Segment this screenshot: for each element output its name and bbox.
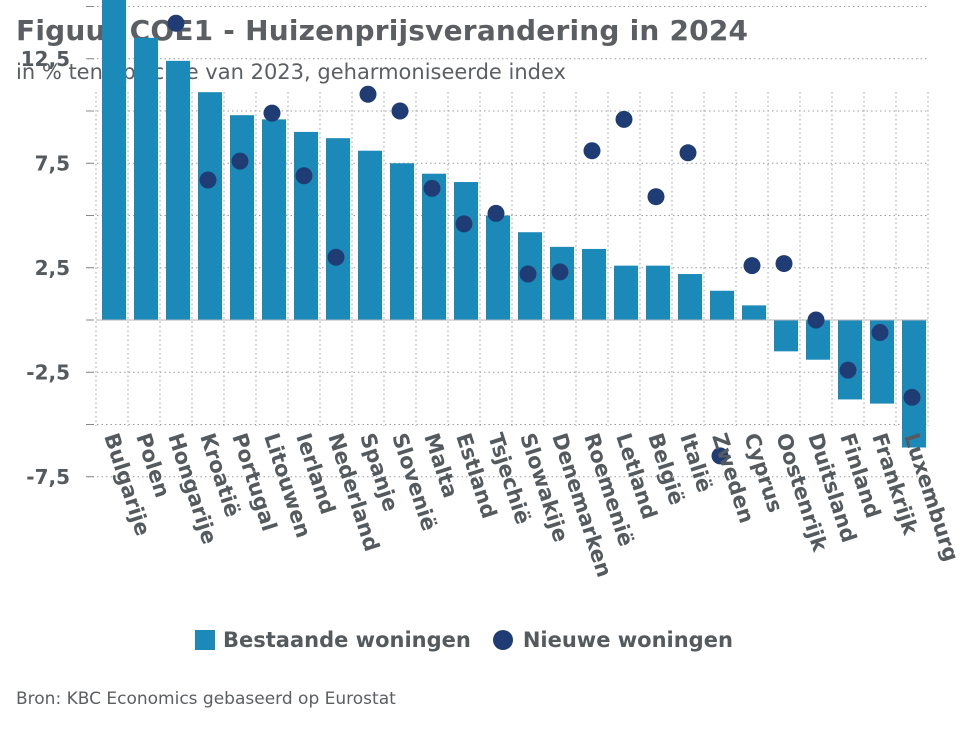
dot-duitsland (807, 311, 825, 329)
dot-italië (679, 144, 697, 162)
y-tick-label: 2,5 (35, 256, 70, 280)
dot-frankrijk (871, 324, 889, 342)
dot-hongarije (167, 14, 185, 32)
dot-cyprus (743, 257, 761, 275)
dot-finland (839, 361, 857, 379)
bar-tsjechië (486, 215, 510, 320)
chart-canvas: 17,512,57,52,5-2,5-7,5BulgarijePolenHong… (21, 0, 960, 580)
bar-cyprus (742, 305, 766, 320)
bar-polen (134, 37, 158, 320)
dot-denemarken (551, 263, 569, 281)
y-tick-label: 7,5 (35, 151, 70, 175)
legend-label-existing: Bestaande woningen (223, 628, 471, 652)
bar-belgië (646, 265, 670, 320)
bar-roemenië (582, 248, 606, 320)
dot-ierland (295, 167, 313, 185)
bar-nederland (326, 138, 350, 320)
dot-tsjechië (487, 204, 505, 222)
dot-portugal (231, 152, 249, 170)
y-tick-label: -7,5 (26, 465, 70, 489)
y-tick-label: 12,5 (21, 47, 70, 71)
dot-slowakije (519, 265, 537, 283)
dot-litouwen (263, 104, 281, 122)
legend-dot-swatch (492, 630, 513, 650)
dot-zweden (711, 447, 729, 465)
bar-litouwen (262, 119, 286, 320)
bar-denemarken (550, 246, 574, 320)
bar-ierland (294, 131, 318, 320)
legend: Bestaande woningen Nieuwe woningen (195, 628, 755, 652)
bar-spanje (358, 150, 382, 320)
dot-luxemburg (903, 388, 921, 406)
bar-kroatië (198, 92, 222, 320)
legend-label-new: Nieuwe woningen (522, 628, 733, 652)
dot-estland (455, 215, 473, 233)
bar-estland (454, 182, 478, 320)
bar-hongarije (166, 60, 190, 321)
bar-italië (678, 274, 702, 320)
dot-oostenrijk (775, 255, 793, 273)
bar-zweden (710, 290, 734, 320)
bar-bulgarije (102, 0, 126, 321)
dot-belgië (647, 188, 665, 206)
dot-nederland (327, 248, 345, 266)
bar-malta (422, 173, 446, 320)
bar-slovenië (390, 163, 414, 320)
legend-item-new: Nieuwe woningen (492, 628, 733, 652)
legend-bar-swatch (195, 630, 215, 650)
legend-item-existing: Bestaande woningen (195, 628, 471, 652)
bar-finland (838, 320, 862, 400)
source-note: Bron: KBC Economics gebaseerd op Eurosta… (16, 689, 396, 709)
dot-spanje (359, 85, 377, 103)
bar-letland (614, 265, 638, 320)
bar-luxemburg (902, 320, 926, 448)
dot-roemenië (583, 142, 601, 160)
bar-portugal (230, 115, 254, 321)
dot-slovenië (391, 102, 409, 120)
dot-letland (615, 110, 633, 128)
y-tick-label: -2,5 (26, 360, 70, 384)
dot-malta (423, 179, 441, 197)
bar-oostenrijk (774, 320, 798, 352)
dot-kroatië (199, 171, 217, 189)
